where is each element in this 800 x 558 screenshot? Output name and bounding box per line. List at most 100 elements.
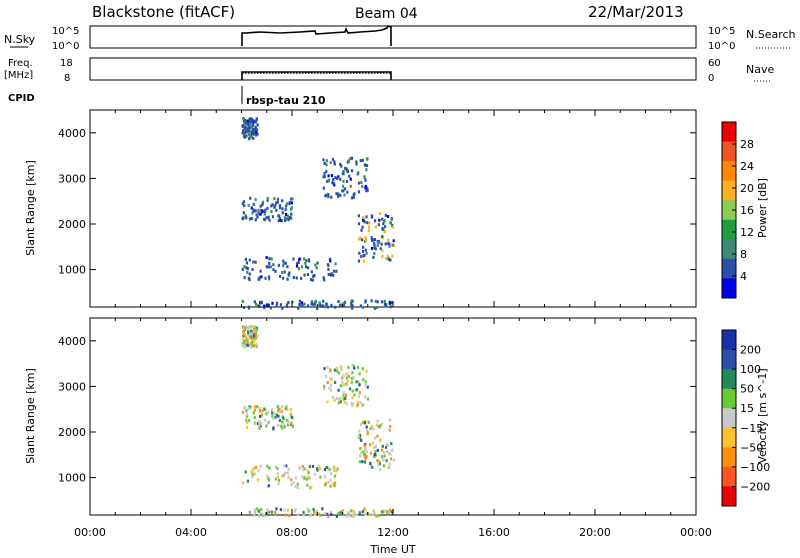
power-echo-cell (311, 278, 314, 282)
velocity-echo-cell (383, 451, 386, 455)
velocity-echo-cell (372, 513, 375, 516)
power-echo-cell (250, 117, 253, 121)
velocity-echo-cell (256, 334, 259, 338)
velocity-echo-cell (284, 513, 287, 517)
velocity-echo-cell (241, 410, 245, 414)
velocity-echo-cell (252, 329, 255, 333)
velocity-echo-cell (386, 450, 389, 453)
power-echo-cell (259, 269, 262, 273)
power-echo-cell (325, 170, 328, 174)
power-echo-cell (327, 195, 330, 199)
power-echo-cell (378, 218, 381, 222)
power-echo-cell (279, 219, 282, 222)
velocity-echo-cell (351, 389, 354, 393)
velocity-echo-cell (330, 513, 333, 517)
power-echo-cell (383, 230, 387, 234)
velocity-echo-cell (253, 416, 256, 420)
velocity-echo-cell (266, 474, 269, 478)
velocity-echo-cell (335, 514, 338, 518)
velocity-echo-cell (249, 405, 252, 409)
power-echo-cell (310, 302, 313, 306)
velocity-echo-cell (307, 509, 311, 513)
velocity-echo-cell (310, 485, 313, 489)
velocity-echo-cell (249, 343, 252, 347)
power-ytick-label: 1000 (58, 264, 86, 277)
velocity-cbar-tick-label: −15 (740, 422, 763, 435)
power-echo-cell (273, 205, 276, 209)
velocity-echo-cell (342, 391, 345, 395)
velocity-echo-cell (359, 433, 362, 437)
power-echo-cell (249, 217, 252, 221)
velocity-echo-cell (335, 469, 338, 473)
power-echo-cell (337, 300, 340, 303)
velocity-echo-cell (337, 388, 340, 392)
power-echo-cell (257, 212, 260, 216)
power-echo-cell (325, 159, 328, 163)
velocity-echo-cell (376, 459, 379, 463)
velocity-echo-cell (334, 481, 337, 485)
power-echo-cell (366, 187, 369, 191)
velocity-echo-cell (363, 421, 366, 425)
velocity-echo-cell (339, 384, 342, 388)
power-echo-cell (266, 216, 269, 220)
velocity-echo-cell (324, 511, 327, 515)
velocity-echo-cell (256, 422, 260, 425)
beam-label: Beam 04 (355, 6, 418, 22)
velocity-echo-cell (259, 414, 262, 418)
velocity-echo-cell (255, 326, 259, 330)
power-echo-cell (254, 218, 257, 222)
power-echo-cell (281, 306, 284, 310)
power-colorbar-swatch (722, 122, 736, 143)
power-echo-cell (360, 228, 363, 232)
velocity-echo-cell (258, 426, 261, 430)
velocity-echo-cell (341, 384, 344, 388)
power-echo-cell (321, 304, 324, 308)
velocity-echo-cell (355, 513, 358, 517)
velocity-echo-cell (270, 408, 274, 412)
power-echo-cell (243, 265, 246, 269)
velocity-echo-cell (245, 414, 249, 418)
power-echo-cell (304, 261, 307, 265)
velocity-echo-cell (275, 413, 278, 417)
velocity-echo-cell (287, 475, 290, 479)
power-echo-cell (255, 213, 258, 217)
velocity-echo-cell (277, 482, 280, 486)
velocity-echo-cell (383, 454, 386, 458)
power-echo-cell (387, 238, 390, 242)
power-panel: 1000 2000 3000 4000 Slant Range [km] (24, 109, 697, 310)
velocity-echo-cell (296, 486, 299, 490)
power-echo-cell (250, 130, 254, 134)
velocity-echo-cell (391, 448, 394, 452)
velocity-echo-cell (255, 465, 258, 469)
velocity-echo-cell (272, 427, 275, 431)
power-echo-cell (331, 157, 334, 161)
velocity-echo-cell (358, 391, 361, 395)
velocity-echo-cell (272, 416, 275, 420)
velocity-colorbar-frame (721, 329, 737, 507)
velocity-echo-cell (259, 424, 262, 428)
power-echo-cell (322, 158, 325, 162)
velocity-echo-cell (347, 365, 350, 369)
velocity-echo-cell (323, 387, 326, 391)
power-echo-cell (365, 215, 368, 219)
velocity-echo-cell (261, 409, 264, 413)
power-echo-cell (373, 246, 376, 250)
power-echo-cell (305, 259, 308, 263)
power-echo-cell (245, 130, 248, 134)
velocity-echo-cell (337, 371, 341, 375)
power-echo-cell (391, 223, 394, 227)
velocity-echo-cell (294, 485, 297, 489)
velocity-echo-cell (259, 464, 262, 468)
velocity-echo-cell (241, 481, 245, 485)
power-echo-cell (310, 300, 314, 304)
velocity-echo-cell (245, 418, 248, 422)
velocity-echo-cell (302, 468, 305, 472)
velocity-echo-cell (301, 475, 304, 479)
velocity-echo-cell (281, 416, 285, 420)
power-echo-cell (327, 179, 330, 183)
power-echo-cell (276, 197, 280, 201)
velocity-echo-cell (248, 406, 251, 410)
power-echo-cell (361, 305, 364, 309)
power-echo-cell (361, 158, 364, 162)
velocity-echo-cell (286, 407, 289, 411)
